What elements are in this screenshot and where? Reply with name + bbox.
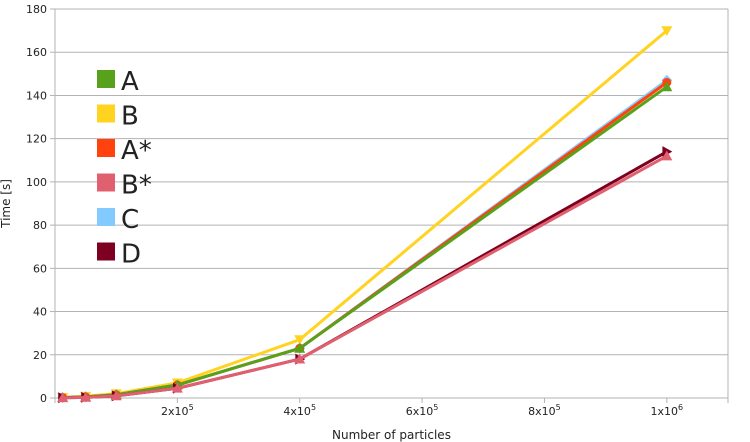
series-line-b	[62, 29, 668, 399]
data-point-b-star	[294, 353, 306, 364]
y-tick-label: 180	[26, 3, 47, 16]
legend-label: D	[121, 240, 141, 270]
data-point-b-star	[171, 382, 183, 393]
series-b-star	[57, 150, 673, 403]
data-point-b	[661, 26, 673, 37]
x-tick-base: 4x10	[283, 405, 311, 418]
y-tick-label: 100	[26, 176, 47, 189]
legend: AB A* B* CD	[97, 67, 152, 270]
x-tick-label: 1x106	[651, 403, 684, 418]
legend-swatch	[97, 173, 115, 192]
x-tick-label: 8x105	[528, 403, 561, 418]
data-point-a	[661, 81, 673, 92]
legend-item-a: A	[97, 67, 139, 97]
x-tick-base: 6x10	[406, 405, 434, 418]
y-axis-title: Time [s]	[0, 179, 13, 229]
x-tick-exponent: 6	[678, 403, 683, 412]
y-tick-label: 0	[40, 392, 47, 405]
data-point-b-star	[661, 150, 673, 161]
legend-item-b-star: B*	[97, 171, 152, 201]
data-point-b	[294, 335, 306, 346]
series-a-star	[58, 77, 672, 403]
grid	[55, 8, 728, 399]
legend-item-b: B	[97, 102, 139, 132]
data-point-b-star	[57, 392, 69, 403]
series-line-a	[62, 85, 668, 400]
series-line-b-star	[62, 154, 668, 400]
y-tick-label: 60	[33, 262, 47, 275]
legend-label: B	[121, 102, 139, 132]
x-tick-exponent: 5	[189, 403, 194, 412]
y-tick-label: 40	[33, 306, 47, 319]
legend-item-a-star: A*	[97, 136, 152, 166]
y-tick-label: 80	[33, 219, 47, 232]
x-tick-base: 8x10	[528, 405, 556, 418]
x-tick-base: 2x10	[161, 405, 189, 418]
data-point-a	[294, 342, 306, 353]
y-tick-label: 20	[33, 349, 47, 362]
legend-swatch	[97, 70, 115, 88]
x-tick-exponent: 5	[556, 403, 561, 412]
data-point-b-star	[80, 391, 92, 402]
series-line-c	[62, 79, 668, 400]
series-group	[57, 26, 673, 404]
legend-swatch	[97, 139, 115, 157]
legend-item-d: D	[97, 240, 141, 270]
series-line-d	[62, 150, 668, 400]
legend-label: B*	[121, 171, 152, 201]
x-tick-exponent: 5	[311, 403, 316, 412]
legend-label: A*	[121, 136, 152, 166]
x-tick-label: 2x105	[161, 403, 194, 418]
series-a	[57, 81, 673, 402]
y-tick-label: 120	[26, 133, 47, 146]
legend-label: A	[121, 67, 139, 97]
series-c	[57, 74, 673, 404]
y-tick-label: 140	[26, 89, 47, 102]
legend-swatch	[97, 208, 115, 226]
x-tick-exponent: 5	[433, 403, 438, 412]
x-tick-base: 1x10	[651, 405, 679, 418]
x-tick-label: 4x105	[283, 403, 316, 418]
legend-label: C	[121, 205, 139, 235]
legend-item-c: C	[97, 205, 139, 235]
x-tick-label: 6x105	[406, 403, 439, 418]
x-axis-title: Number of particles	[332, 428, 451, 442]
legend-swatch	[97, 104, 115, 123]
y-tick-label: 160	[26, 46, 47, 59]
series-b	[57, 26, 673, 403]
legend-swatch	[97, 242, 115, 261]
axes	[50, 8, 729, 403]
series-line-a-star	[62, 81, 668, 400]
data-point-b-star	[110, 390, 122, 401]
